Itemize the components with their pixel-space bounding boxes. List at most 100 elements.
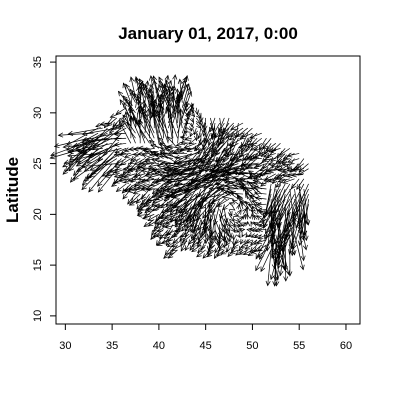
wind-vector: [159, 161, 183, 167]
wind-vector: [255, 239, 272, 272]
y-tick-label: 10: [32, 310, 44, 322]
wind-vector: [212, 175, 239, 185]
wind-vector: [241, 182, 249, 200]
wind-vector: [184, 219, 197, 232]
wind-vector: [163, 173, 192, 179]
wind-vector: [142, 103, 148, 129]
wind-vector: [214, 244, 220, 254]
wind-vector: [160, 177, 183, 183]
wind-vector: [219, 229, 225, 242]
wind-vector: [236, 203, 241, 210]
wind-vector: [239, 200, 245, 210]
wind-vector: [262, 188, 281, 219]
wind-vector: [81, 163, 117, 169]
y-tick-label: 20: [32, 208, 44, 220]
vector-field: [49, 74, 311, 287]
wind-vector: [137, 119, 155, 144]
wind-vector: [132, 173, 145, 179]
wind-vector: [189, 111, 196, 118]
wind-vector: [183, 142, 197, 149]
wind-vector: [228, 132, 244, 141]
wind-vector: [177, 108, 183, 144]
wind-vector: [242, 142, 258, 148]
y-tick-label: 30: [32, 107, 44, 119]
wind-vector: [256, 249, 267, 257]
wind-vector: [154, 157, 174, 164]
wind-vector: [239, 170, 258, 176]
wind-vector: [120, 123, 132, 144]
wind-vector: [238, 222, 245, 228]
wind-vector: [180, 229, 192, 238]
wind-vector: [225, 127, 239, 139]
wind-vector: [294, 234, 305, 271]
wind-vector: [150, 198, 164, 206]
wind-vector: [249, 132, 262, 139]
wind-vector: [224, 214, 231, 228]
wind-vector: [157, 193, 173, 199]
x-tick-label: 60: [340, 340, 352, 352]
wind-vector: [253, 214, 259, 221]
wind-vector: [133, 146, 145, 152]
wind-vector: [163, 183, 188, 189]
wind-vector: [144, 80, 150, 103]
wind-vector: [122, 166, 136, 172]
wind-vector: [214, 234, 220, 247]
wind-vector: [231, 239, 237, 247]
wind-vector: [167, 249, 178, 259]
wind-vector: [253, 153, 267, 159]
wind-vector: [258, 138, 267, 150]
x-tick-label: 30: [59, 340, 71, 352]
y-axis-ticks: 10 15 20 25 30 35: [32, 56, 56, 322]
wind-vector: [235, 238, 241, 245]
wind-vector: [113, 163, 127, 169]
wind-vector: [270, 244, 280, 281]
wind-vector: [281, 172, 295, 178]
wind-vector: [165, 170, 197, 176]
wind-vector: [123, 173, 136, 179]
wind-vector: [248, 226, 255, 232]
wind-vector: [122, 119, 136, 139]
wind-vector: [252, 180, 267, 186]
x-tick-label: 35: [106, 340, 118, 352]
wind-vector: [231, 243, 239, 249]
wind-vector: [278, 239, 286, 277]
wind-vector: [155, 233, 169, 239]
wind-vector: [227, 209, 233, 217]
wind-vector: [191, 239, 202, 248]
wind-vector: [156, 187, 173, 193]
wind-vector: [136, 212, 150, 218]
wind-vector: [136, 163, 150, 168]
wind-vector: [126, 121, 136, 144]
wind-vector: [159, 150, 178, 159]
wind-vector: [231, 199, 239, 205]
wind-vector: [165, 229, 178, 236]
wind-vector: [225, 239, 231, 247]
wind-vector: [106, 117, 118, 127]
wind-vector: [174, 219, 188, 228]
wind-vector: [144, 159, 159, 165]
wind-vector: [277, 193, 295, 226]
wind-vector: [298, 224, 306, 262]
wind-vector: [123, 153, 136, 159]
wind-vector: [136, 165, 150, 171]
y-axis-label: Latitude: [3, 157, 22, 223]
wind-vector: [113, 131, 127, 137]
wind-vector: [222, 179, 244, 190]
wind-vector: [109, 122, 118, 135]
wind-vector: [147, 214, 160, 221]
wind-vector: [258, 210, 267, 216]
wind-vector: [153, 219, 164, 229]
wind-vector: [184, 239, 192, 252]
wind-vector: [67, 148, 103, 154]
wind-vector: [229, 249, 239, 254]
wind-vector: [189, 239, 197, 251]
x-tick-label: 55: [293, 340, 305, 352]
wind-vector: [163, 83, 174, 108]
wind-vector: [137, 145, 150, 151]
wind-vector: [140, 165, 155, 171]
wind-vector: [196, 112, 202, 119]
wind-vector: [277, 158, 290, 164]
wind-vector: [75, 153, 108, 172]
wind-vector: [246, 227, 252, 233]
wind-vector: [256, 215, 262, 221]
